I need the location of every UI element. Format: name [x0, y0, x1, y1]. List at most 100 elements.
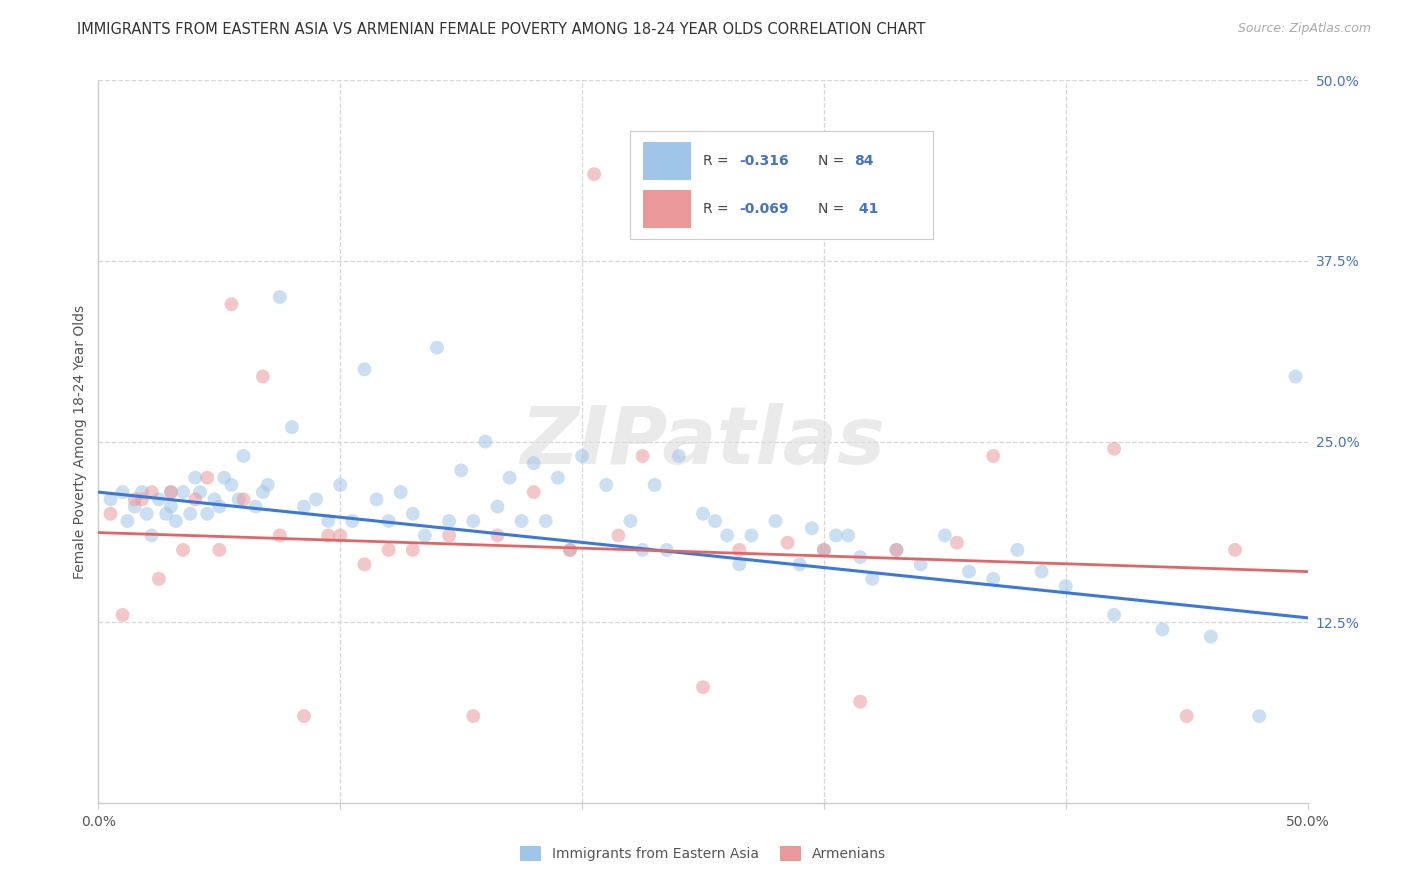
Point: [740, 528, 762, 542]
Point: [837, 528, 859, 542]
Point: [1152, 623, 1174, 637]
Point: [172, 485, 194, 500]
Point: [228, 492, 250, 507]
Point: [402, 542, 425, 557]
Point: [184, 470, 207, 484]
Point: [155, 507, 177, 521]
Point: [716, 528, 738, 542]
Point: [232, 492, 254, 507]
Point: [353, 558, 375, 572]
Point: [981, 572, 1004, 586]
Point: [195, 507, 218, 521]
Point: [305, 492, 328, 507]
Point: [631, 542, 654, 557]
Point: [655, 542, 678, 557]
Text: Source: ZipAtlas.com: Source: ZipAtlas.com: [1237, 22, 1371, 36]
Point: [342, 514, 364, 528]
Point: [498, 470, 520, 484]
Point: [389, 485, 412, 500]
Point: [111, 607, 134, 622]
Point: [728, 558, 751, 572]
Point: [474, 434, 496, 449]
Point: [692, 507, 714, 521]
Point: [886, 542, 908, 557]
Point: [179, 507, 201, 521]
Point: [148, 492, 170, 507]
Point: [131, 492, 153, 507]
Y-axis label: Female Poverty Among 18-24 Year Olds: Female Poverty Among 18-24 Year Olds: [73, 304, 87, 579]
Point: [1175, 709, 1198, 723]
Point: [957, 565, 980, 579]
Point: [426, 341, 449, 355]
Point: [789, 558, 811, 572]
Point: [402, 507, 425, 521]
Point: [172, 542, 194, 557]
Point: [547, 470, 569, 484]
Point: [292, 709, 315, 723]
Point: [813, 542, 835, 557]
Point: [232, 449, 254, 463]
Point: [558, 542, 581, 557]
Point: [1199, 630, 1222, 644]
Point: [212, 470, 235, 484]
Point: [1102, 607, 1125, 622]
Point: [558, 542, 581, 557]
Point: [668, 449, 690, 463]
Point: [486, 500, 509, 514]
Point: [1031, 565, 1053, 579]
Point: [100, 492, 122, 507]
Point: [860, 572, 883, 586]
Point: [160, 500, 183, 514]
Point: [886, 542, 908, 557]
Point: [523, 456, 546, 470]
Point: [141, 528, 163, 542]
Text: IMMIGRANTS FROM EASTERN ASIA VS ARMENIAN FEMALE POVERTY AMONG 18-24 YEAR OLDS CO: IMMIGRANTS FROM EASTERN ASIA VS ARMENIAN…: [77, 22, 925, 37]
Point: [316, 514, 339, 528]
Point: [800, 521, 823, 535]
Point: [619, 514, 641, 528]
Text: ZIPatlas: ZIPatlas: [520, 402, 886, 481]
Point: [1102, 442, 1125, 456]
Legend: Immigrants from Eastern Asia, Armenians: Immigrants from Eastern Asia, Armenians: [513, 839, 893, 868]
Point: [292, 500, 315, 514]
Point: [256, 478, 278, 492]
Point: [329, 478, 352, 492]
Point: [413, 528, 436, 542]
Point: [728, 542, 751, 557]
Point: [377, 542, 399, 557]
Point: [160, 485, 183, 500]
Point: [1054, 579, 1077, 593]
Point: [329, 528, 352, 542]
Point: [1249, 709, 1271, 723]
Point: [849, 695, 872, 709]
Point: [252, 485, 274, 500]
Point: [165, 514, 187, 528]
Point: [510, 514, 533, 528]
Point: [141, 485, 163, 500]
Point: [534, 514, 557, 528]
Point: [692, 680, 714, 694]
Point: [252, 369, 274, 384]
Point: [148, 572, 170, 586]
Point: [437, 514, 460, 528]
Point: [595, 478, 617, 492]
Point: [195, 470, 218, 484]
Point: [135, 507, 157, 521]
Point: [1223, 542, 1246, 557]
Point: [184, 492, 207, 507]
Point: [204, 492, 226, 507]
Point: [111, 485, 134, 500]
Point: [910, 558, 932, 572]
Point: [981, 449, 1004, 463]
Point: [450, 463, 472, 477]
Point: [644, 478, 666, 492]
Point: [631, 449, 654, 463]
Point: [704, 514, 727, 528]
Point: [1007, 542, 1029, 557]
Point: [523, 485, 546, 500]
Point: [607, 528, 630, 542]
Point: [316, 528, 339, 542]
Point: [221, 297, 243, 311]
Point: [117, 514, 139, 528]
Point: [486, 528, 509, 542]
